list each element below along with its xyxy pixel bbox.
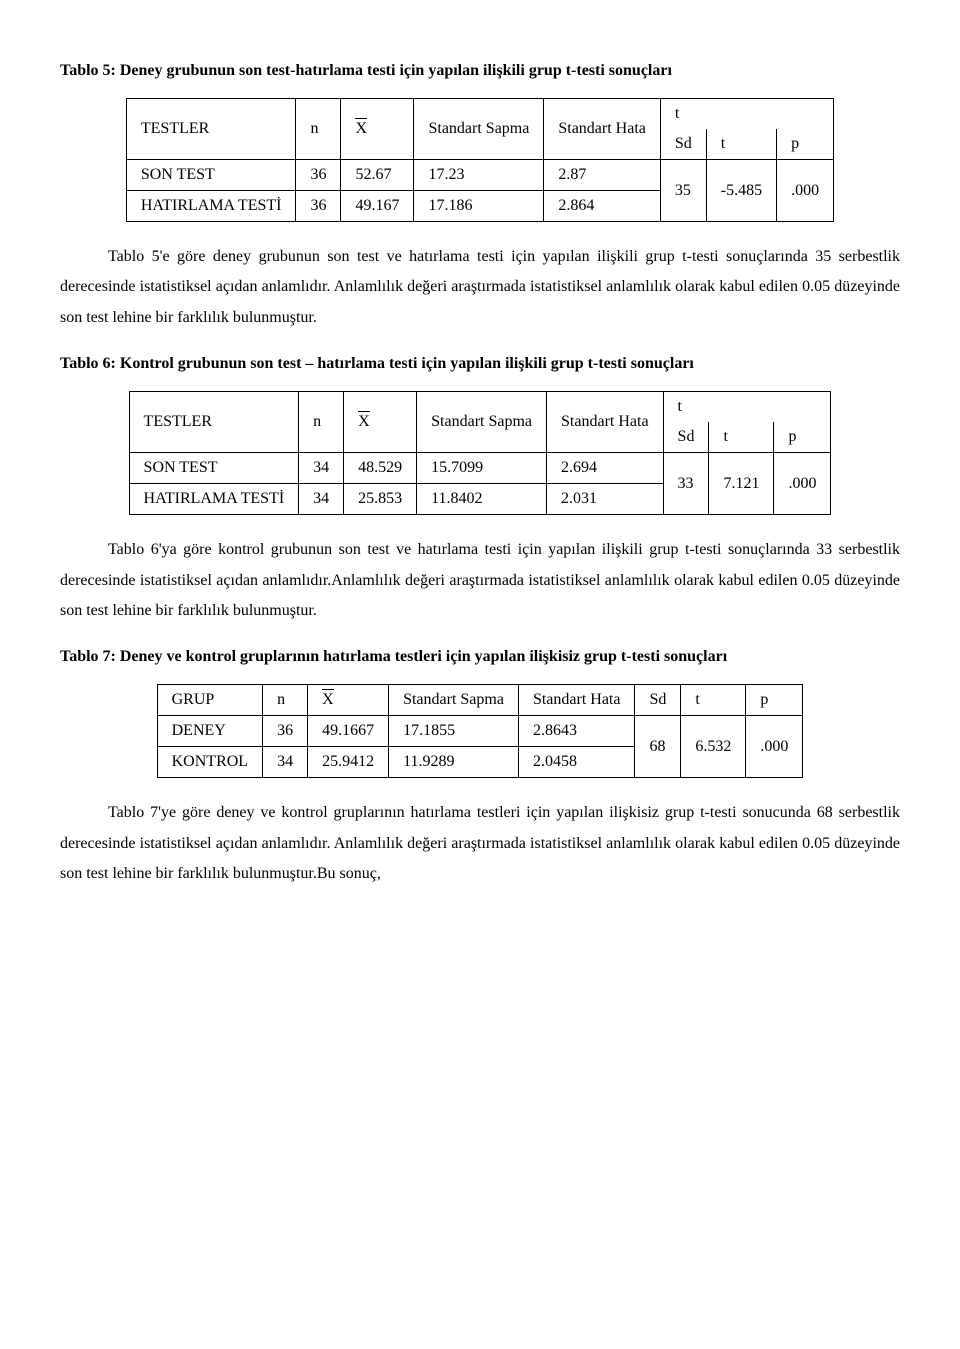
t5-h-col5: Standart Hata: [544, 99, 661, 160]
t6-r1-label: HATIRLAMA TESTİ: [129, 484, 299, 515]
table-row: SON TEST 34 48.529 15.7099 2.694 33 7.12…: [129, 453, 831, 484]
t7-r0-x: 49.1667: [308, 716, 389, 747]
t6-h-t: t: [663, 392, 831, 423]
t6-r1-sapma: 11.8402: [417, 484, 547, 515]
tablo6: TESTLER n X Standart Sapma Standart Hata…: [129, 391, 832, 515]
t7-r0-label: DENEY: [157, 716, 262, 747]
t5-r1-sapma: 17.186: [414, 191, 544, 222]
t6-r0-n: 34: [299, 453, 344, 484]
t6-h-tt: t: [709, 422, 774, 453]
t7-r1-sapma: 11.9289: [389, 747, 519, 778]
t5-t: -5.485: [706, 160, 776, 222]
t5-r0-n: 36: [296, 160, 341, 191]
tablo5: TESTLER n X Standart Sapma Standart Hata…: [126, 98, 834, 222]
t7-h-sd: Sd: [635, 685, 681, 716]
t5-h-col1: TESTLER: [126, 99, 296, 160]
para7: Tablo 7'ye göre deney ve kontrol gruplar…: [60, 798, 900, 889]
t7-h-col2: n: [263, 685, 308, 716]
t5-r0-label: SON TEST: [126, 160, 296, 191]
table-row: DENEY 36 49.1667 17.1855 2.8643 68 6.532…: [157, 716, 803, 747]
t7-t: 6.532: [681, 716, 746, 778]
t6-h-p: p: [774, 422, 831, 453]
t6-r1-x: 25.853: [344, 484, 417, 515]
para6: Tablo 6'ya göre kontrol grubunun son tes…: [60, 535, 900, 626]
t7-r1-x: 25.9412: [308, 747, 389, 778]
t6-h-col1: TESTLER: [129, 392, 299, 453]
tablo5-title: Tablo 5: Deney grubunun son test-hatırla…: [60, 62, 900, 80]
t5-p: .000: [777, 160, 834, 222]
t7-h-col4: Standart Sapma: [389, 685, 519, 716]
t7-r1-hata: 2.0458: [518, 747, 635, 778]
t5-r0-sapma: 17.23: [414, 160, 544, 191]
t5-r1-x: 49.167: [341, 191, 414, 222]
t6-h-sd: Sd: [663, 422, 709, 453]
t7-r1-n: 34: [263, 747, 308, 778]
t6-sd: 33: [663, 453, 709, 515]
t6-r0-sapma: 15.7099: [417, 453, 547, 484]
t7-sd: 68: [635, 716, 681, 778]
t7-h-col5: Standart Hata: [518, 685, 635, 716]
t7-r0-sapma: 17.1855: [389, 716, 519, 747]
t5-r1-n: 36: [296, 191, 341, 222]
t7-r0-hata: 2.8643: [518, 716, 635, 747]
t6-h-col2: n: [299, 392, 344, 453]
tablo6-title: Tablo 6: Kontrol grubunun son test – hat…: [60, 355, 900, 373]
t6-h-col3: X: [344, 392, 417, 453]
table-row: SON TEST 36 52.67 17.23 2.87 35 -5.485 .…: [126, 160, 833, 191]
t7-h-col3: X: [308, 685, 389, 716]
t5-h-sd: Sd: [660, 129, 706, 160]
t7-r1-label: KONTROL: [157, 747, 262, 778]
t6-r0-x: 48.529: [344, 453, 417, 484]
t6-p: .000: [774, 453, 831, 515]
t6-r1-n: 34: [299, 484, 344, 515]
t7-p: .000: [746, 716, 803, 778]
t5-h-col2: n: [296, 99, 341, 160]
t7-r0-n: 36: [263, 716, 308, 747]
t6-t: 7.121: [709, 453, 774, 515]
t6-r0-label: SON TEST: [129, 453, 299, 484]
t5-h-col3: X: [341, 99, 414, 160]
t6-h-col4: Standart Sapma: [417, 392, 547, 453]
t7-h-col1: GRUP: [157, 685, 262, 716]
t5-h-col4: Standart Sapma: [414, 99, 544, 160]
t5-r0-hata: 2.87: [544, 160, 661, 191]
t5-h-tt: t: [706, 129, 776, 160]
t5-h-p: p: [777, 129, 834, 160]
t5-r1-hata: 2.864: [544, 191, 661, 222]
t5-h-t: t: [660, 99, 833, 130]
t7-h-t: t: [681, 685, 746, 716]
para5: Tablo 5'e göre deney grubunun son test v…: [60, 242, 900, 333]
t5-sd: 35: [660, 160, 706, 222]
t6-r0-hata: 2.694: [547, 453, 664, 484]
t7-h-p: p: [746, 685, 803, 716]
tablo7: GRUP n X Standart Sapma Standart Hata Sd…: [157, 684, 804, 778]
tablo7-title: Tablo 7: Deney ve kontrol gruplarının ha…: [60, 648, 900, 666]
t6-r1-hata: 2.031: [547, 484, 664, 515]
t5-r1-label: HATIRLAMA TESTİ: [126, 191, 296, 222]
t5-r0-x: 52.67: [341, 160, 414, 191]
t6-h-col5: Standart Hata: [547, 392, 664, 453]
